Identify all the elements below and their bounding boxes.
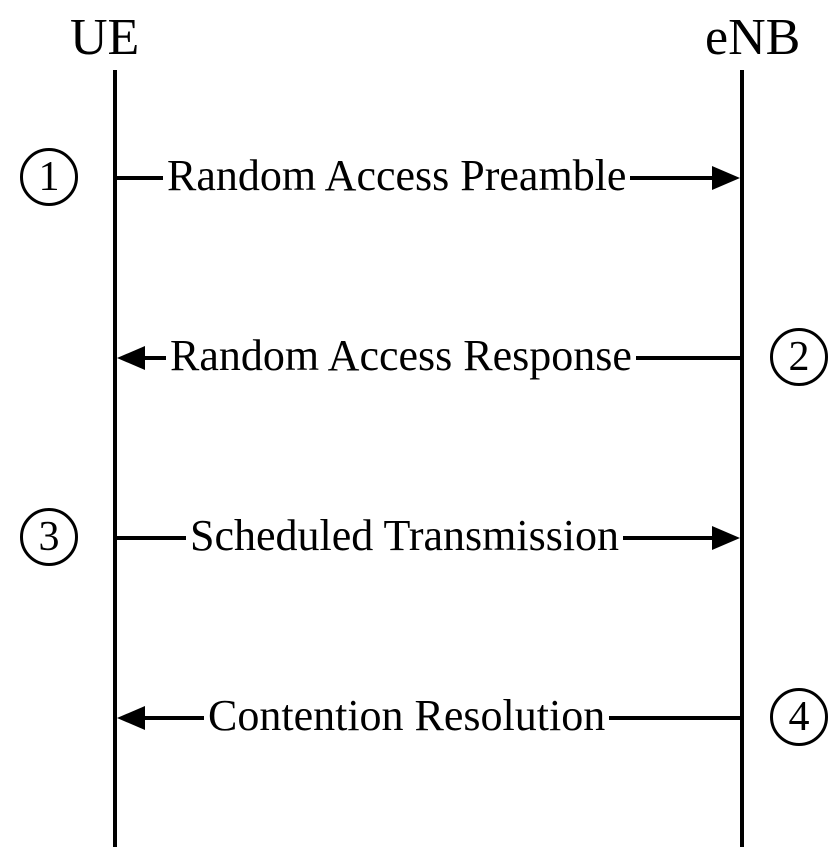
step-number-1: 1 bbox=[39, 153, 60, 201]
sequence-diagram: UE eNB Random Access Preamble 1 Random A… bbox=[0, 0, 838, 847]
actor-label-enb: eNB bbox=[705, 8, 800, 67]
lifeline-ue bbox=[113, 70, 117, 847]
message-label-2: Random Access Response bbox=[166, 330, 636, 381]
step-number-3: 3 bbox=[39, 513, 60, 561]
lifeline-enb bbox=[740, 70, 744, 847]
step-circle-2: 2 bbox=[770, 328, 828, 386]
arrow-head-1 bbox=[712, 166, 740, 190]
arrow-head-2 bbox=[117, 346, 145, 370]
step-number-4: 4 bbox=[789, 693, 810, 741]
message-label-4: Contention Resolution bbox=[204, 690, 609, 741]
step-circle-3: 3 bbox=[20, 508, 78, 566]
step-circle-1: 1 bbox=[20, 148, 78, 206]
actor-label-ue: UE bbox=[70, 8, 139, 67]
arrow-head-4 bbox=[117, 706, 145, 730]
message-label-3: Scheduled Transmission bbox=[186, 510, 623, 561]
step-circle-4: 4 bbox=[770, 688, 828, 746]
arrow-head-3 bbox=[712, 526, 740, 550]
message-label-1: Random Access Preamble bbox=[163, 150, 630, 201]
step-number-2: 2 bbox=[789, 333, 810, 381]
